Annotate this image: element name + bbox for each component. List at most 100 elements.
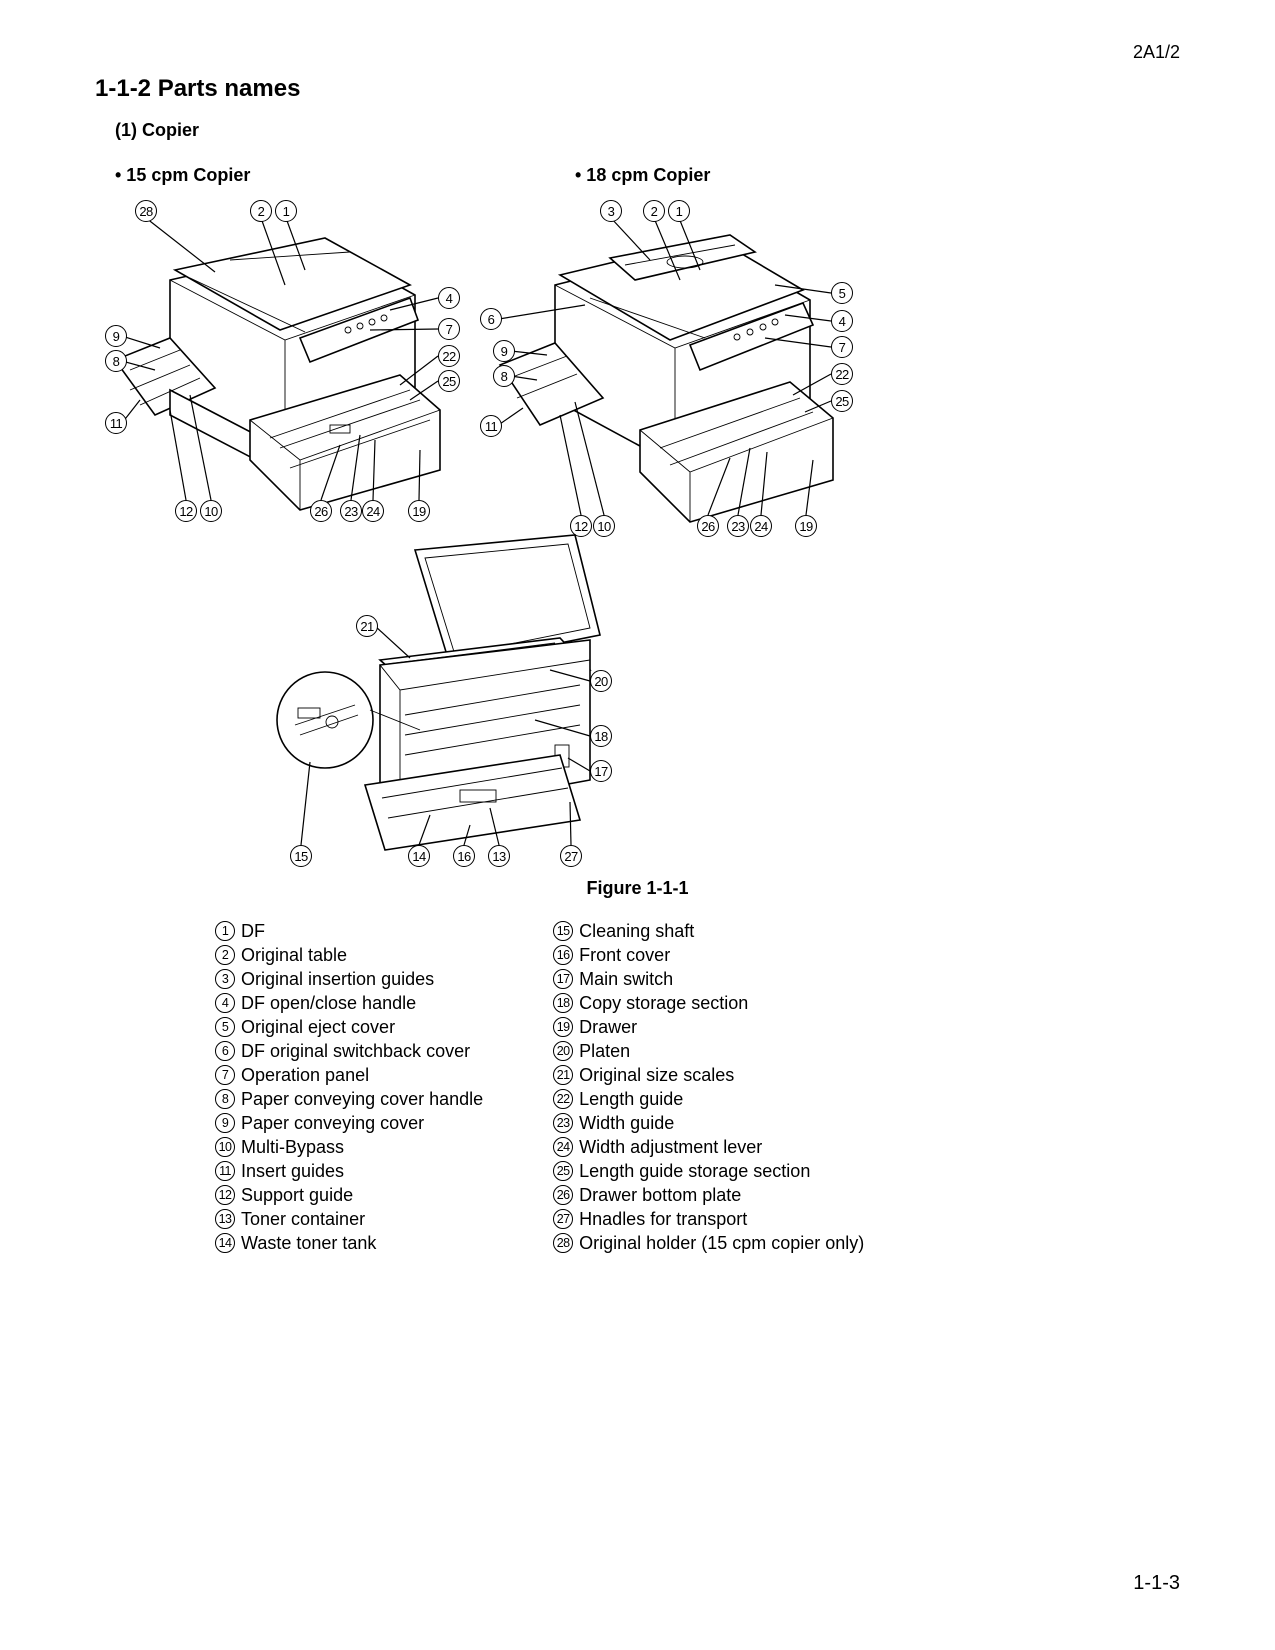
- diagram-open-front: 212018171514161327: [270, 530, 690, 870]
- part-row: 24 Width adjustment lever: [553, 1136, 864, 1158]
- callout-11: 11: [105, 412, 127, 434]
- part-row: 1DF: [215, 920, 483, 942]
- part-row: 13Toner container: [215, 1208, 483, 1230]
- heading-18cpm: • 18 cpm Copier: [575, 165, 710, 186]
- parts-column-left: 1DF2Original table3Original insertion gu…: [215, 920, 483, 1254]
- part-number-icon: 15: [553, 921, 573, 941]
- part-label: DF original switchback cover: [241, 1040, 470, 1062]
- part-row: 11Insert guides: [215, 1160, 483, 1182]
- part-row: 8 Paper conveying cover handle: [215, 1088, 483, 1110]
- part-label: Support guide: [241, 1184, 353, 1206]
- callout-25: 25: [831, 390, 853, 412]
- part-row: 14Waste toner tank: [215, 1232, 483, 1254]
- part-label: Cleaning shaft: [579, 920, 694, 942]
- part-number-icon: 18: [553, 993, 573, 1013]
- callout-21: 21: [356, 615, 378, 637]
- figure-caption: Figure 1-1-1: [0, 878, 1275, 899]
- callout-26: 26: [310, 500, 332, 522]
- part-row: 23Width guide: [553, 1112, 864, 1134]
- callout-2: 2: [250, 200, 272, 222]
- callout-17: 17: [590, 760, 612, 782]
- callout-14: 14: [408, 845, 430, 867]
- callout-5: 5: [831, 282, 853, 304]
- callout-23: 23: [340, 500, 362, 522]
- callout-4: 4: [438, 287, 460, 309]
- part-label: Drawer: [579, 1016, 637, 1038]
- callout-28: 28: [135, 200, 157, 222]
- part-row: 21Original size scales: [553, 1064, 864, 1086]
- part-row: 19 Drawer: [553, 1016, 864, 1038]
- part-label: Main switch: [579, 968, 673, 990]
- part-label: Waste toner tank: [241, 1232, 376, 1254]
- callout-25: 25: [438, 370, 460, 392]
- part-number-icon: 8: [215, 1089, 235, 1109]
- part-row: 2Original table: [215, 944, 483, 966]
- part-row: 28Original holder (15 cpm copier only): [553, 1232, 864, 1254]
- callout-10: 10: [200, 500, 222, 522]
- part-row: 20Platen: [553, 1040, 864, 1062]
- part-label: Front cover: [579, 944, 670, 966]
- callout-23: 23: [727, 515, 749, 537]
- part-label: Multi-Bypass: [241, 1136, 344, 1158]
- part-number-icon: 25: [553, 1161, 573, 1181]
- callout-20: 20: [590, 670, 612, 692]
- part-label: Length guide: [579, 1088, 683, 1110]
- part-label: Original table: [241, 944, 347, 966]
- part-number-icon: 28: [553, 1233, 573, 1253]
- callout-24: 24: [750, 515, 772, 537]
- part-row: 10 Multi-Bypass: [215, 1136, 483, 1158]
- part-number-icon: 19: [553, 1017, 573, 1037]
- part-label: Width adjustment lever: [579, 1136, 762, 1158]
- callout-2: 2: [643, 200, 665, 222]
- callout-7: 7: [831, 336, 853, 358]
- part-number-icon: 24: [553, 1137, 573, 1157]
- part-label: Paper conveying cover: [241, 1112, 424, 1134]
- subheading-copier: (1) Copier: [115, 120, 199, 141]
- callout-8: 8: [493, 365, 515, 387]
- callout-11: 11: [480, 415, 502, 437]
- part-row: 7Operation panel: [215, 1064, 483, 1086]
- callout-26: 26: [697, 515, 719, 537]
- part-number-icon: 13: [215, 1209, 235, 1229]
- callout-12: 12: [175, 500, 197, 522]
- part-row: 25 Length guide storage section: [553, 1160, 864, 1182]
- part-row: 9 Paper conveying cover: [215, 1112, 483, 1134]
- part-label: Platen: [579, 1040, 630, 1062]
- part-row: 3Original insertion guides: [215, 968, 483, 990]
- callout-13: 13: [488, 845, 510, 867]
- part-row: 5Original eject cover: [215, 1016, 483, 1038]
- callout-6: 6: [480, 308, 502, 330]
- part-row: 27 Hnadles for transport: [553, 1208, 864, 1230]
- part-number-icon: 10: [215, 1137, 235, 1157]
- part-number-icon: 7: [215, 1065, 235, 1085]
- parts-column-right: 15 Cleaning shaft 16 Front cover17Main swit…: [553, 920, 864, 1254]
- part-number-icon: 12: [215, 1185, 235, 1205]
- callout-1: 1: [668, 200, 690, 222]
- part-number-icon: 4: [215, 993, 235, 1013]
- part-number-icon: 1: [215, 921, 235, 941]
- part-number-icon: 26: [553, 1185, 573, 1205]
- part-number-icon: 16: [553, 945, 573, 965]
- part-number-icon: 27: [553, 1209, 573, 1229]
- part-label: Hnadles for transport: [579, 1208, 747, 1230]
- part-row: 12 Support guide: [215, 1184, 483, 1206]
- part-number-icon: 9: [215, 1113, 235, 1133]
- part-label: Original insertion guides: [241, 968, 434, 990]
- part-label: Length guide storage section: [579, 1160, 810, 1182]
- part-row: 15 Cleaning shaft: [553, 920, 864, 942]
- part-row: 16 Front cover: [553, 944, 864, 966]
- callout-15: 15: [290, 845, 312, 867]
- callout-22: 22: [438, 345, 460, 367]
- callout-4: 4: [831, 310, 853, 332]
- header-code: 2A1/2: [1133, 42, 1180, 63]
- part-row: 22Length guide: [553, 1088, 864, 1110]
- diagram-18cpm: 321546722259811121026232419: [475, 190, 855, 530]
- part-row: 17Main switch: [553, 968, 864, 990]
- callout-9: 9: [105, 325, 127, 347]
- part-label: Original eject cover: [241, 1016, 395, 1038]
- callout-3: 3: [600, 200, 622, 222]
- callout-19: 19: [795, 515, 817, 537]
- part-label: DF open/close handle: [241, 992, 416, 1014]
- part-label: Paper conveying cover handle: [241, 1088, 483, 1110]
- part-label: Copy storage section: [579, 992, 748, 1014]
